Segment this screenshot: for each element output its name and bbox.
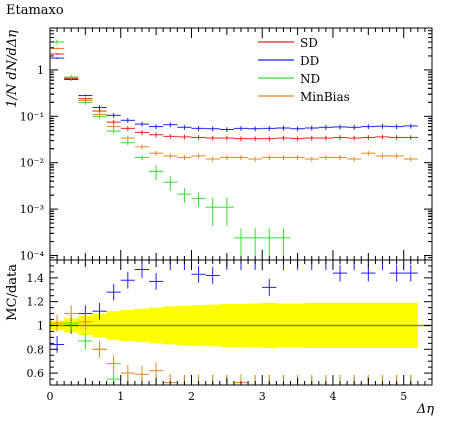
x-tick-label: 1	[117, 390, 124, 403]
y-tick-label: 1	[37, 64, 44, 77]
x-tick-label: 5	[400, 390, 407, 403]
y-axis-ticks: 10⁻⁴ 10⁻³ 10⁻² 10⁻¹ 1	[20, 27, 432, 263]
chart-title: Etamaxo	[6, 3, 64, 18]
y-tick-label: 10⁻⁴	[20, 250, 45, 263]
ratio-tick-label: 0.6	[27, 367, 45, 380]
x-axis-label: Δη	[416, 402, 434, 417]
series-dd	[50, 57, 418, 133]
ratio-tick-label: 0.8	[27, 343, 45, 356]
legend: SD DD ND MinBias	[258, 36, 350, 104]
ratio-tick-label: 1	[37, 319, 44, 332]
x-axis-ticks: 0 1 2 3 4 5	[47, 28, 433, 403]
series-nd	[50, 39, 291, 257]
y-tick-label: 10⁻¹	[20, 110, 44, 123]
y-tick-label: 10⁻²	[20, 157, 44, 170]
x-tick-label: 4	[329, 390, 336, 403]
y-tick-label: 10⁻³	[20, 203, 44, 216]
x-tick-label: 2	[188, 390, 195, 403]
ratio-tick-label: 1.2	[27, 296, 45, 309]
ratio-axis-ticks: 0.6 0.8 1 1.2 1.4	[27, 259, 432, 386]
legend-label-nd: ND	[300, 72, 320, 86]
x-tick-label: 0	[47, 390, 54, 403]
legend-label-dd: DD	[300, 54, 319, 68]
x-tick-label: 3	[259, 390, 266, 403]
main-plot-frame	[49, 27, 433, 261]
legend-label-sd: SD	[300, 36, 318, 50]
series-sd	[50, 53, 418, 142]
legend-label-minbias: MinBias	[300, 90, 350, 104]
ratio-axis-label: MC/data	[5, 264, 20, 321]
ratio-tick-label: 1.4	[27, 272, 45, 285]
series-minbias	[50, 47, 418, 162]
y-axis-label: 1/N dN/dΔη	[5, 30, 20, 108]
